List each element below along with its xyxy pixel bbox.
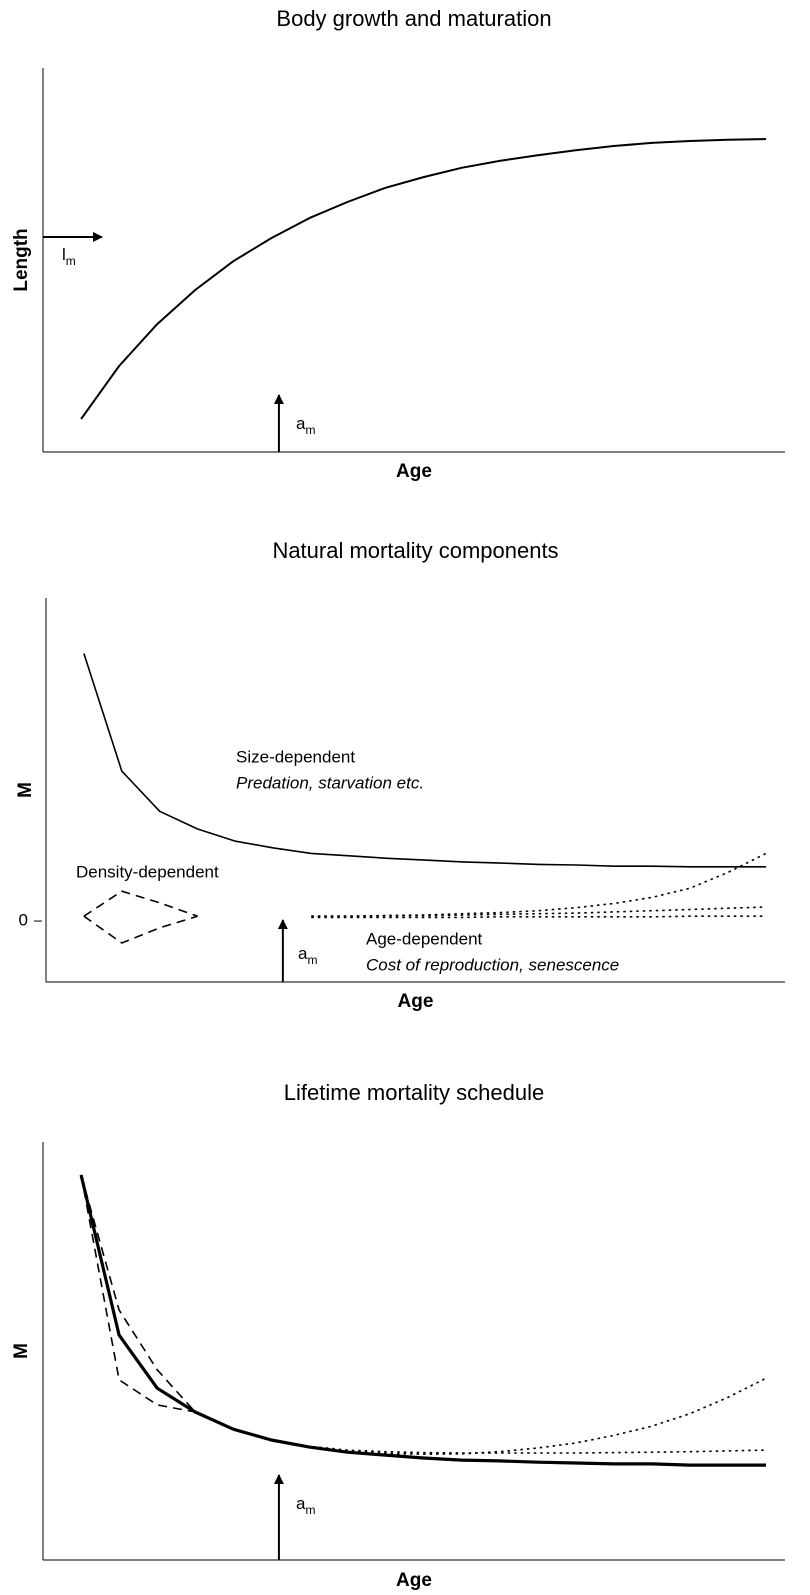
annotation: Age-dependent	[366, 929, 483, 948]
series-line	[80, 1174, 196, 1413]
symbol: a	[296, 1494, 306, 1513]
annotation: Cost of reproduction, senescence	[366, 955, 619, 974]
series-line	[311, 915, 767, 919]
maturity-label: lm	[62, 245, 76, 268]
x-axis-label: Age	[398, 991, 434, 1012]
y-axis-label: Length	[11, 228, 32, 291]
series-line	[80, 138, 767, 420]
symbol: a	[298, 944, 308, 963]
series-line	[83, 915, 198, 944]
annotation: Predation, starvation etc.	[236, 773, 424, 792]
annotation: Size-dependent	[236, 747, 355, 766]
series-line	[83, 890, 198, 917]
x-axis-label: Age	[396, 1570, 432, 1591]
chart-title: Body growth and maturation	[276, 6, 551, 31]
symbol: a	[296, 414, 306, 433]
y-axis-label: M	[11, 1343, 32, 1359]
y-tick-label: 0	[19, 911, 28, 930]
subscript: m	[305, 1503, 315, 1517]
maturity-label: am	[298, 944, 317, 967]
x-axis-label: Age	[396, 461, 432, 482]
maturity-label: am	[296, 414, 315, 437]
symbol: l	[62, 245, 66, 264]
subscript: m	[66, 254, 76, 268]
subscript: m	[307, 953, 317, 967]
chart-title: Lifetime mortality schedule	[284, 1080, 544, 1105]
series-line	[83, 653, 767, 868]
maturity-label: am	[296, 1494, 315, 1517]
series-line	[311, 852, 767, 917]
series-line	[311, 906, 767, 917]
y-axis-label: M	[15, 782, 36, 798]
series-line	[80, 1174, 196, 1413]
series-line	[79, 1174, 766, 1467]
subscript: m	[305, 423, 315, 437]
chart-title: Natural mortality components	[272, 538, 558, 563]
annotation: Density-dependent	[76, 862, 219, 881]
series-line	[194, 1411, 767, 1454]
